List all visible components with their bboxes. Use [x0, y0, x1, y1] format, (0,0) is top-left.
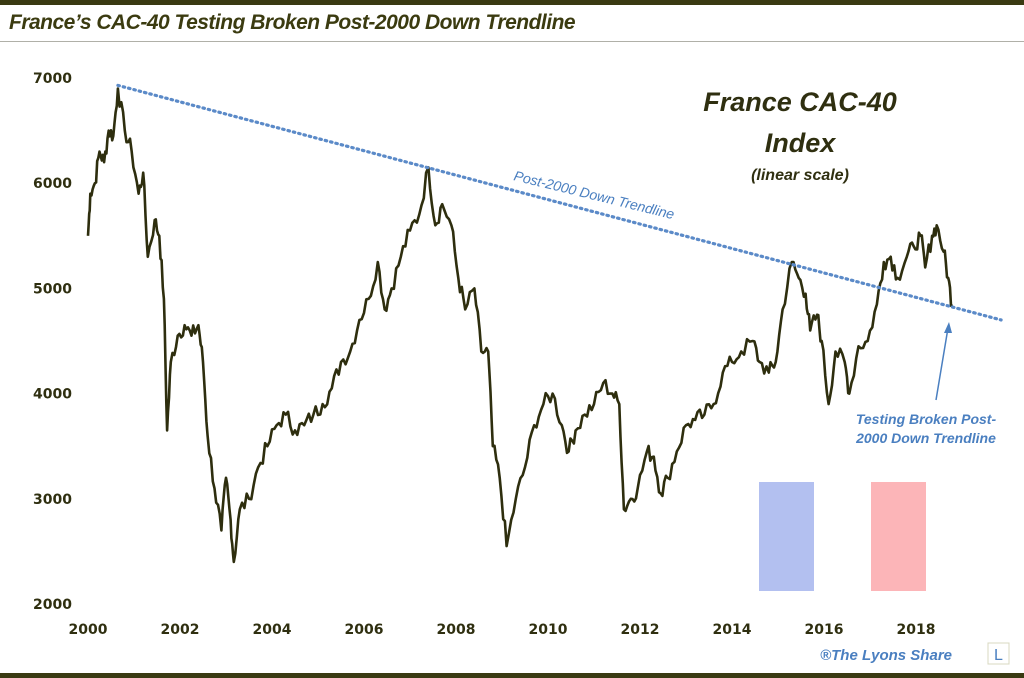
y-tick-label: 5000	[33, 281, 72, 297]
chart-title-line-2: Index	[765, 128, 837, 158]
trendline	[116, 83, 1003, 322]
y-tick-label: 2000	[33, 597, 72, 613]
y-tick-label: 7000	[33, 71, 72, 87]
annotation-line-2: 2000 Down Trendline	[855, 430, 996, 446]
x-tick-label: 2014	[713, 622, 752, 638]
annotation-arrow	[935, 327, 949, 401]
y-tick-label: 4000	[33, 387, 72, 403]
price-line	[86, 87, 954, 564]
x-tick-label: 2006	[345, 622, 384, 638]
x-tick-label: 2000	[69, 622, 108, 638]
x-tick-label: 2002	[161, 622, 200, 638]
chart-subtitle: (linear scale)	[751, 167, 849, 184]
flag-blue-stripe	[759, 482, 814, 591]
x-tick-label: 2004	[253, 622, 292, 638]
credit-text: ®The Lyons Share	[820, 647, 952, 664]
x-tick-label: 2010	[529, 622, 568, 638]
x-tick-label: 2008	[437, 622, 476, 638]
title-divider	[0, 41, 1024, 42]
logo-box	[987, 642, 1010, 665]
annotation-line-1: Testing Broken Post-	[856, 411, 997, 427]
y-tick-label: 3000	[33, 492, 72, 508]
flag-red-stripe	[871, 482, 926, 591]
chart-title-line-1: France CAC-40	[703, 87, 897, 117]
x-tick-label: 2018	[897, 622, 936, 638]
x-tick-label: 2016	[805, 622, 844, 638]
trendline-label: Post-2000 Down Trendline	[512, 167, 676, 222]
logo-letter: L	[994, 647, 1003, 664]
x-tick-label: 2012	[621, 622, 660, 638]
annotation-arrowhead	[944, 322, 952, 333]
top-border	[0, 0, 1024, 5]
page-title: France’s CAC-40 Testing Broken Post-2000…	[9, 11, 576, 34]
y-tick-label: 6000	[33, 176, 72, 192]
bottom-border	[0, 673, 1024, 678]
